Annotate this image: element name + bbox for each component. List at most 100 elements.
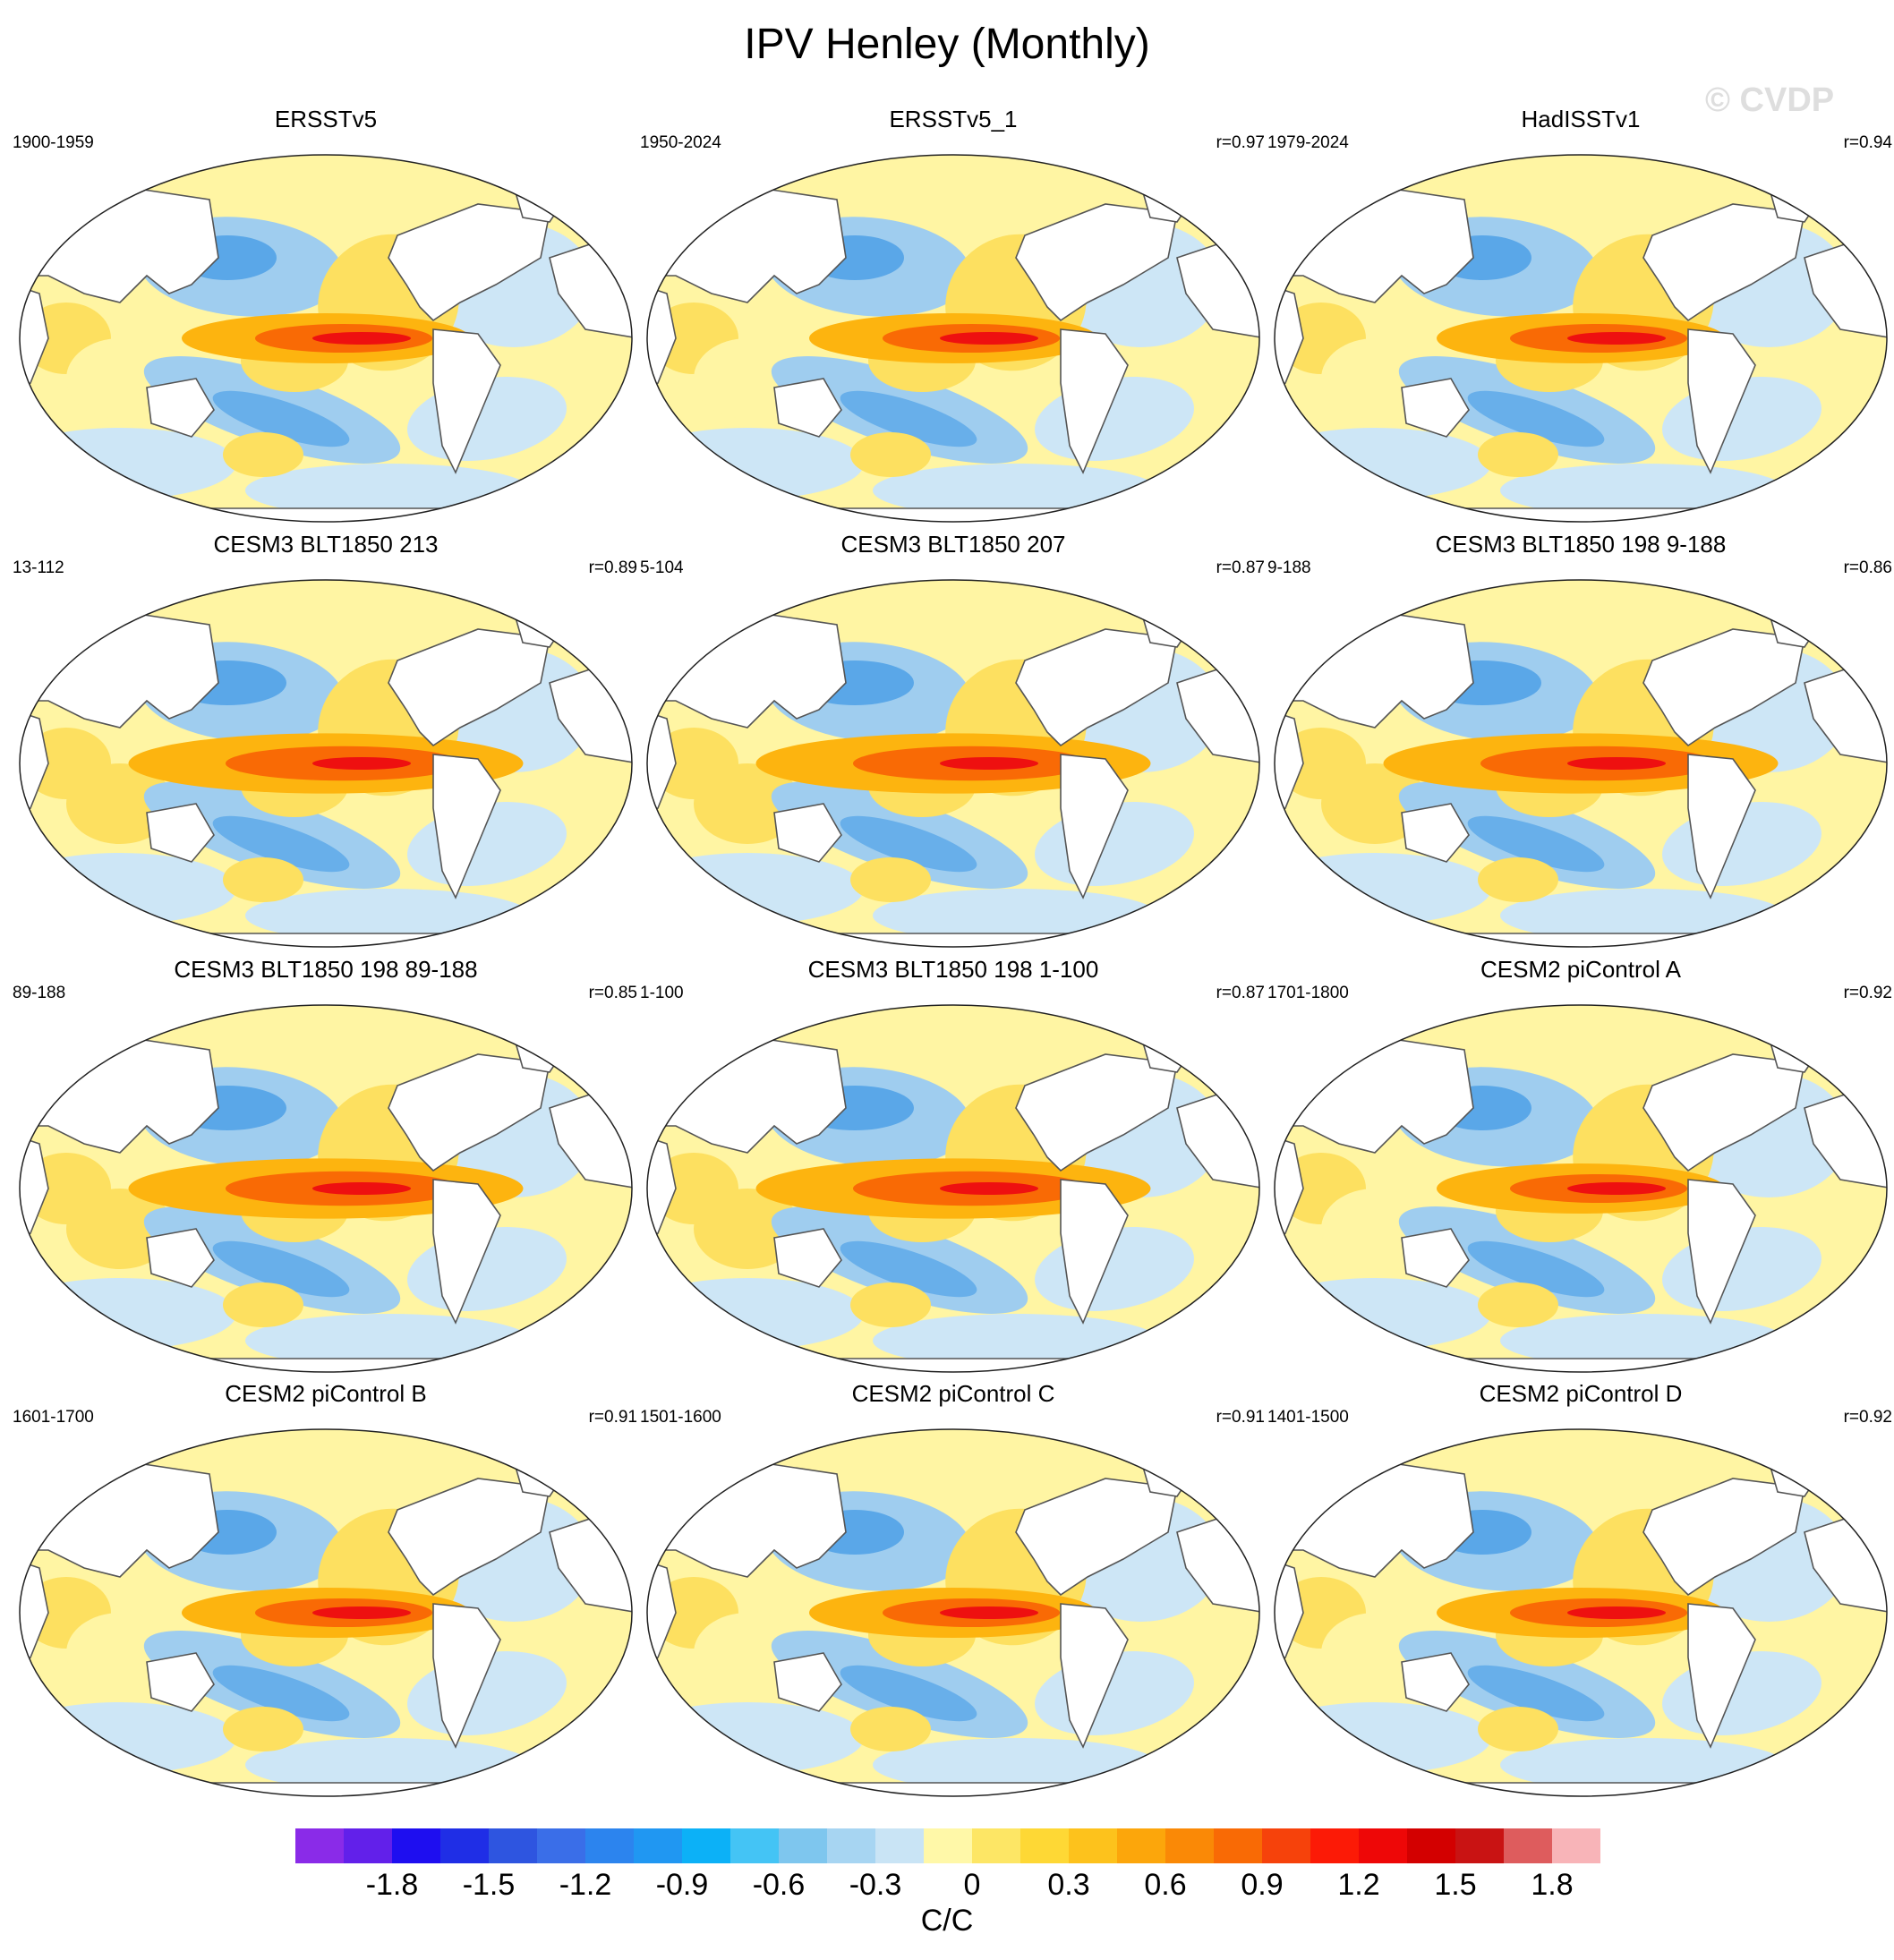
southern-ocean-cool xyxy=(20,1278,236,1350)
indian-ocean-warm-2 xyxy=(1321,1613,1429,1693)
south-pacific-cold-core xyxy=(212,390,350,447)
south-pacific-warm-patch-2 xyxy=(223,432,303,477)
panel-title: ERSSTv5 xyxy=(274,106,378,132)
sst-field xyxy=(1275,1429,1887,1796)
panel-period: 9-188 xyxy=(1267,558,1311,577)
colorbar-tick-label: 0.3 xyxy=(1047,1868,1090,1902)
south-america xyxy=(1060,1179,1129,1325)
south-pacific-warm-patch-2 xyxy=(1478,1707,1558,1751)
indian-ocean-warm-2 xyxy=(694,1613,801,1693)
map-border xyxy=(646,154,1260,523)
south-america xyxy=(1687,1179,1756,1325)
colorbar-swatch xyxy=(1069,1828,1118,1863)
map-panel: HadISSTv1 1979-2024 r=0.94 xyxy=(1267,106,1894,533)
equatorial-core xyxy=(1567,332,1666,345)
south-pacific-warm-patch-2 xyxy=(850,1283,931,1327)
map-panel: CESM3 BLT1850 198 1-100 1-100 r=0.87 xyxy=(640,956,1267,1383)
southern-ocean-cool xyxy=(1275,1278,1491,1350)
sst-field xyxy=(20,580,632,947)
map-panel: CESM2 piControl A 1701-1800 r=0.92 xyxy=(1267,956,1894,1383)
sst-field xyxy=(1275,155,1887,522)
australia xyxy=(146,1652,215,1712)
greenland xyxy=(513,176,569,223)
south-america xyxy=(1687,754,1756,899)
colorbar-tick-label: -1.5 xyxy=(462,1868,516,1902)
colorbar-swatch xyxy=(1552,1828,1600,1863)
australia xyxy=(773,1228,842,1288)
australia xyxy=(773,378,842,438)
colorbar-tick-label: 0 xyxy=(963,1868,981,1902)
watermark: © CVDP xyxy=(1705,81,1835,119)
panel-period: 1601-1700 xyxy=(13,1408,94,1427)
panel-period: 1979-2024 xyxy=(1267,133,1349,152)
antarctica xyxy=(1275,933,1887,947)
south-pacific-cold-core xyxy=(1467,390,1605,447)
antarctica xyxy=(647,933,1259,947)
sst-field xyxy=(1275,1005,1887,1372)
pattern-correlation: r=0.87 xyxy=(1216,558,1265,577)
south-pacific-cold-core xyxy=(1467,1240,1605,1298)
antarctica xyxy=(20,1782,632,1796)
panel-period: 1900-1959 xyxy=(13,133,94,152)
pattern-correlation: r=0.85 xyxy=(588,984,637,1002)
south-pacific-warm-patch-2 xyxy=(850,432,931,477)
australia xyxy=(773,1652,842,1712)
indian-ocean-warm-2 xyxy=(66,1189,174,1269)
pattern-correlation: r=0.94 xyxy=(1843,133,1892,152)
indian-ocean-warm-2 xyxy=(66,338,174,419)
panel-title: CESM3 BLT1850 198 1-100 xyxy=(807,956,1099,983)
greenland xyxy=(513,1451,569,1497)
sst-regression-map xyxy=(19,154,633,523)
equatorial-core xyxy=(312,757,411,770)
southern-ocean-cool xyxy=(20,1702,236,1774)
equatorial-core xyxy=(1567,757,1666,770)
colorbar-swatch xyxy=(924,1828,973,1863)
southern-ocean-cool xyxy=(1275,428,1491,499)
pattern-correlation: r=0.91 xyxy=(588,1408,637,1427)
panel-title: CESM2 piControl C xyxy=(851,1380,1055,1407)
colorbar-tick-label: -0.9 xyxy=(655,1868,709,1902)
colorbar-swatch xyxy=(1504,1828,1553,1863)
panel-title: CESM3 BLT1850 198 9-188 xyxy=(1435,531,1727,558)
map-panel: CESM3 BLT1850 198 89-188 89-188 r=0.85 xyxy=(13,956,639,1383)
map-panel: CESM3 BLT1850 198 9-188 9-188 r=0.86 xyxy=(1267,531,1894,958)
colorbar-swatch xyxy=(1455,1828,1505,1863)
south-pacific-cold-core xyxy=(1467,815,1605,873)
sst-field xyxy=(20,1005,632,1372)
south-pacific-cold-core xyxy=(840,815,977,873)
greenland xyxy=(1768,176,1824,223)
south-pacific-warm-patch-2 xyxy=(223,857,303,902)
south-pacific-warm-patch-2 xyxy=(223,1283,303,1327)
indian-ocean-warm-2 xyxy=(66,1613,174,1693)
australia xyxy=(1401,1228,1470,1288)
colorbar-swatch xyxy=(634,1828,683,1863)
south-pacific-warm-patch-2 xyxy=(1478,432,1558,477)
south-america xyxy=(1687,1603,1756,1749)
south-pacific-warm-patch-2 xyxy=(223,1707,303,1751)
map-panel: ERSSTv5_1 1950-2024 r=0.97 xyxy=(640,106,1267,533)
antarctica xyxy=(20,507,632,522)
panel-title: CESM3 BLT1850 207 xyxy=(840,531,1066,558)
sst-field xyxy=(20,155,632,522)
south-pacific-warm-patch-2 xyxy=(1478,1283,1558,1327)
colorbar-swatch xyxy=(1310,1828,1360,1863)
equatorial-core xyxy=(940,1606,1038,1619)
greenland xyxy=(1140,1027,1197,1073)
southern-ocean-cool xyxy=(647,1278,864,1350)
southern-ocean-cool xyxy=(1275,853,1491,925)
pattern-correlation: r=0.92 xyxy=(1843,984,1892,1002)
panel-title: CESM3 BLT1850 198 89-188 xyxy=(174,956,478,983)
sst-field xyxy=(647,580,1259,947)
sst-field xyxy=(647,1429,1259,1796)
greenland xyxy=(1768,1027,1824,1073)
australia xyxy=(146,1228,215,1288)
colorbar-swatch xyxy=(1407,1828,1456,1863)
pattern-correlation: r=0.89 xyxy=(588,558,637,577)
equatorial-core xyxy=(312,1606,411,1619)
southern-ocean-cool xyxy=(20,853,236,925)
map-panel: CESM2 piControl B 1601-1700 r=0.91 xyxy=(13,1380,639,1807)
south-pacific-cold-core xyxy=(840,390,977,447)
colorbar-tick-label: 0.9 xyxy=(1241,1868,1284,1902)
colorbar-swatch xyxy=(392,1828,441,1863)
map-panel: CESM3 BLT1850 207 5-104 r=0.87 xyxy=(640,531,1267,958)
